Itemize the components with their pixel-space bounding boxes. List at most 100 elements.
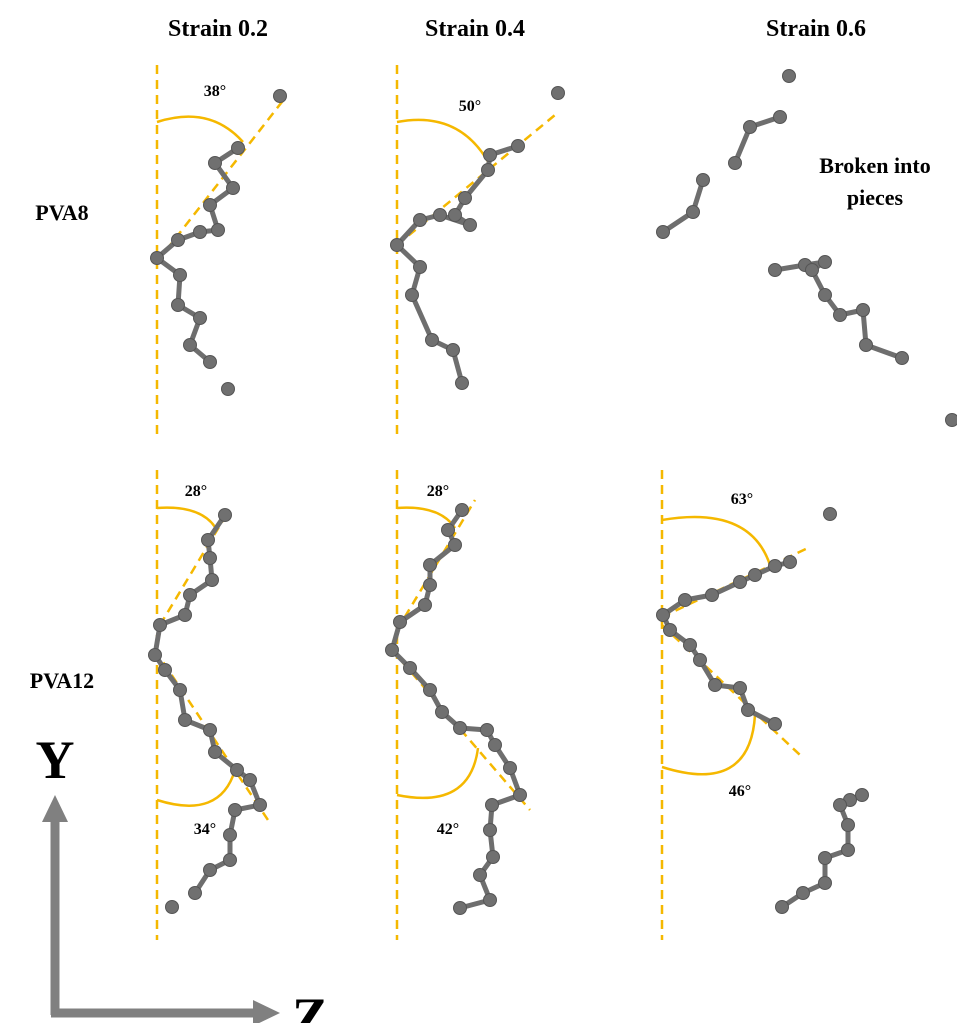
bead [744, 121, 757, 134]
bead [819, 289, 832, 302]
column-header: Strain 0.6 [766, 16, 866, 42]
bead [709, 679, 722, 692]
bead [842, 819, 855, 832]
bead [946, 414, 957, 427]
bead [449, 539, 462, 552]
bead [394, 616, 407, 629]
bead [424, 684, 437, 697]
bead [742, 704, 755, 717]
bead [391, 239, 404, 252]
bead [232, 142, 245, 155]
angle-arc [397, 120, 490, 165]
bead [456, 377, 469, 390]
bead [224, 829, 237, 842]
bead [474, 869, 487, 882]
bead [404, 662, 417, 675]
page: Strain 0.2 Strain 0.4 Strain 0.6 PVA8 PV… [0, 0, 957, 1023]
bead [204, 552, 217, 565]
bond [157, 148, 238, 362]
bead [204, 356, 217, 369]
bead [424, 579, 437, 592]
bead [184, 339, 197, 352]
guide-line [662, 625, 800, 755]
bead [449, 209, 462, 222]
bead [783, 70, 796, 83]
bead [684, 639, 697, 652]
bead [154, 619, 167, 632]
bead [244, 774, 257, 787]
bead [447, 344, 460, 357]
bead [482, 164, 495, 177]
bead [174, 684, 187, 697]
bead [679, 594, 692, 607]
bead [194, 226, 207, 239]
bond [663, 562, 790, 724]
bead [481, 724, 494, 737]
bead [664, 624, 677, 637]
bead [172, 234, 185, 247]
bead [857, 304, 870, 317]
bead [657, 226, 670, 239]
bead [174, 269, 187, 282]
bead [860, 339, 873, 352]
angle-label: 50° [459, 98, 481, 115]
bead [414, 214, 427, 227]
angle-label: 63° [731, 491, 753, 508]
angle-arc [662, 517, 770, 565]
bead [657, 609, 670, 622]
bead [419, 599, 432, 612]
bead [774, 111, 787, 124]
bead [514, 789, 527, 802]
bead [212, 224, 225, 237]
bead [229, 804, 242, 817]
annotation-box: Broken into pieces [800, 150, 957, 220]
bead [456, 504, 469, 517]
bead [734, 576, 747, 589]
column-header: Strain 0.2 [168, 16, 268, 42]
bead [151, 252, 164, 265]
bead [426, 334, 439, 347]
angle-label: 28° [185, 483, 207, 500]
bead [414, 261, 427, 274]
bead [166, 901, 179, 914]
bead [896, 352, 909, 365]
bead [824, 508, 837, 521]
z-arrow-head [253, 1000, 280, 1023]
bead [222, 383, 235, 396]
bead [386, 644, 399, 657]
bead [769, 718, 782, 731]
bead [206, 574, 219, 587]
bead [484, 149, 497, 162]
bond [663, 180, 703, 232]
bead [189, 887, 202, 900]
angle-label: 42° [437, 821, 459, 838]
angle-arc [397, 748, 478, 798]
figure: Strain 0.2 Strain 0.4 Strain 0.6 PVA8 PV… [0, 0, 957, 1023]
bead [464, 219, 477, 232]
bead [434, 209, 447, 222]
bead [209, 746, 222, 759]
bead [179, 714, 192, 727]
bead [454, 902, 467, 915]
bead [204, 199, 217, 212]
bead [159, 664, 172, 677]
angle-arc [157, 508, 215, 527]
bead [842, 844, 855, 857]
bead [224, 854, 237, 867]
bead [749, 569, 762, 582]
bead [202, 534, 215, 547]
bond [392, 510, 520, 908]
bead [484, 894, 497, 907]
bead [204, 724, 217, 737]
y-axis-label: Y [36, 730, 75, 790]
bead [856, 789, 869, 802]
bead [706, 589, 719, 602]
bead [194, 312, 207, 325]
angle-label: 38° [204, 83, 226, 100]
bead [406, 289, 419, 302]
bead [504, 762, 517, 775]
bead [834, 799, 847, 812]
bead [734, 682, 747, 695]
bead [459, 192, 472, 205]
bead [729, 157, 742, 170]
